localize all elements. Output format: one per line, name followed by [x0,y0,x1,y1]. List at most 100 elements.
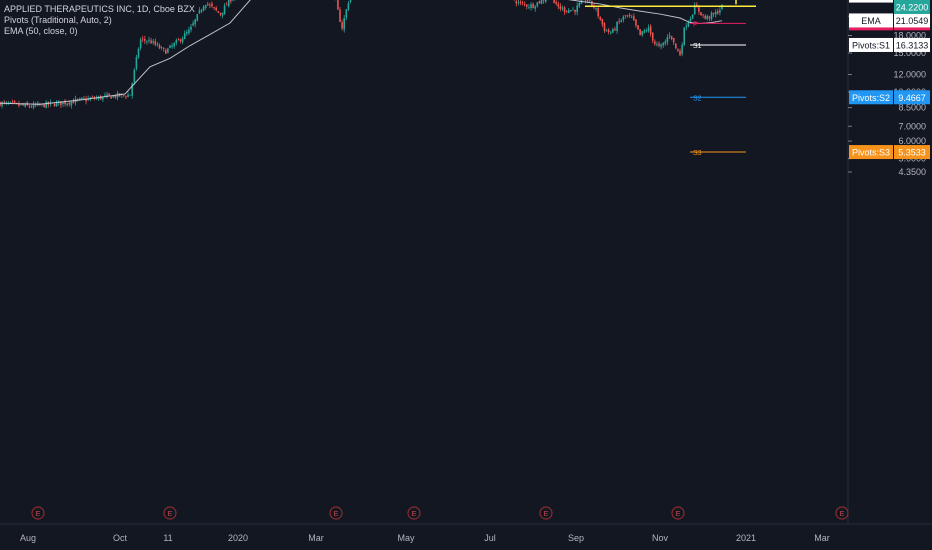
candle-body [131,83,134,96]
earnings-marker-icon[interactable] [835,506,849,520]
candle [206,1,209,7]
candle [141,35,144,43]
candle-body [714,11,717,15]
candle-body [536,2,539,7]
candle-body [104,95,106,97]
candle [181,36,184,45]
candle [162,47,165,52]
candle [28,104,31,109]
candle [108,93,110,96]
candle [70,101,73,109]
earnings-marker-icon[interactable] [163,506,177,520]
earnings-marker-icon[interactable] [671,506,685,520]
candle-body [523,4,526,5]
candle-body [542,0,545,1]
pivots-indicator-label[interactable]: Pivots (Traditional, Auto, 2) [4,15,112,25]
candle [612,27,614,34]
pivot-badge-s2-label-box[interactable] [849,90,893,105]
candle-body [32,103,35,108]
candle-body [30,106,33,108]
x-tick-label: Nov [652,533,669,543]
candle [603,22,606,33]
candle-body [565,11,568,13]
candle [616,21,618,34]
pivot-badge-s3-label-box[interactable] [849,145,893,160]
candle-body [605,30,608,32]
ema-indicator-label[interactable]: EMA (50, close, 0) [4,26,78,36]
pivot-badge-r1-label-box[interactable] [849,0,893,3]
candle [62,101,64,107]
pivot-badge-s1-label-box[interactable] [849,37,893,52]
candle-body [123,94,125,96]
ema-badge-value-box[interactable] [894,13,930,28]
candle [186,29,188,36]
candle [66,102,68,107]
candle [668,32,671,40]
pivot-badge-s3-value-box[interactable] [894,145,930,160]
candle [553,0,555,4]
candle-body [215,7,217,11]
candle-body [664,41,667,44]
earnings-marker-icon[interactable] [329,506,343,520]
candle-body [13,101,16,103]
pivot-badge-s2-value-box[interactable] [894,90,930,105]
candle [572,6,574,11]
candle [620,18,623,23]
candle-body [204,4,207,8]
candle [672,37,675,46]
earnings-marker-label: E [544,511,549,518]
candle [626,14,629,18]
candle-body [614,29,616,31]
candle-body [601,18,604,25]
pivot-badge-r1-label: Pivots:R1 [852,0,891,1]
candle-body [658,43,660,46]
candle-body [28,105,31,107]
candle-body [213,7,215,8]
candle [647,24,650,33]
y-tick-label: 18.0000 [893,31,926,41]
candle-body [626,15,629,17]
candle-body [221,12,224,16]
candle-body [146,41,148,43]
candle [717,8,719,15]
candle [576,2,578,16]
earnings-marker-icon[interactable] [407,506,421,520]
y-tick-label: 6.0000 [898,136,926,146]
candle-body [202,6,205,11]
pivot-badge-s1-value-box[interactable] [894,37,930,52]
candle [521,0,524,6]
candle-body [681,44,683,54]
earnings-marker-icon[interactable] [539,506,553,520]
candle-body [177,39,180,41]
candle-body [91,96,94,98]
candle-body [156,44,159,46]
candle [129,94,131,96]
candle [689,16,692,23]
candle [574,9,576,16]
candle [345,8,348,21]
candle-body [9,102,12,103]
candle-body [708,16,711,19]
candle-body [62,102,64,104]
candle-body [719,10,721,13]
candle [171,42,173,49]
candle-body [337,0,339,10]
symbol-title[interactable]: APPLIED THERAPEUTICS INC, 1D, Cboe BZX [4,4,195,14]
candle [200,8,203,14]
earnings-marker-icon[interactable] [31,506,45,520]
x-tick-label: Mar [308,533,324,543]
candle [528,4,530,10]
candle [605,28,608,32]
candle [125,95,127,100]
candle [45,100,47,109]
candle-body [0,102,1,106]
candle-body [651,32,654,41]
last-price-badge-value-box[interactable] [894,0,930,14]
candle-body [110,96,113,99]
candle [110,96,113,99]
candle [622,15,625,23]
x-tick-label: May [397,533,415,543]
ema-badge-label-box[interactable] [849,13,893,28]
